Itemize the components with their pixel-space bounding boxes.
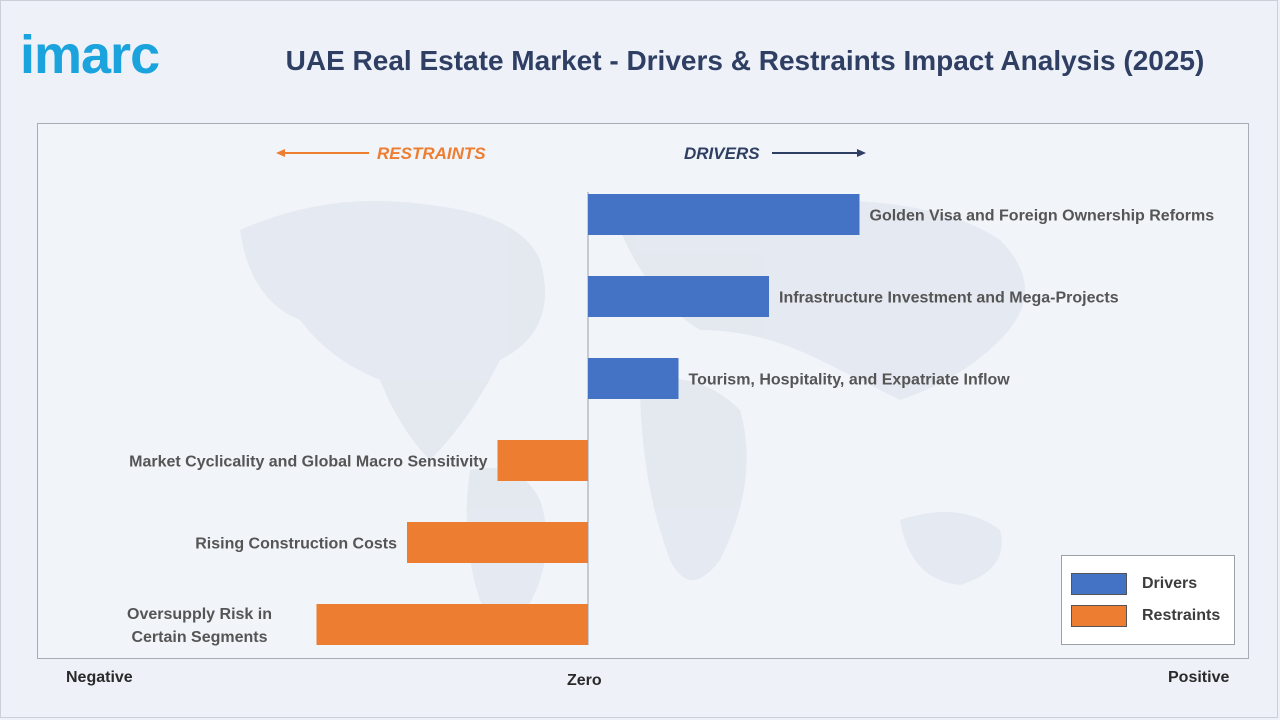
zero-label: Zero [567, 672, 602, 689]
bars-group: Golden Visa and Foreign Ownership Reform… [127, 194, 1214, 646]
drivers-direction-label: DRIVERS [684, 144, 760, 163]
world-map-backdrop [240, 198, 1025, 627]
bar-restraint-6 [316, 604, 588, 645]
restraints-swatch [1071, 605, 1127, 627]
legend: Drivers Restraints [1061, 555, 1235, 645]
category-label-6: Oversupply Risk in Certain Segments [127, 606, 272, 646]
bar-driver-2 [588, 276, 769, 317]
category-label-4: Market Cyclicality and Global Macro Sens… [129, 454, 487, 471]
drivers-arrowhead-icon [857, 149, 866, 157]
bar-restraint-4 [497, 440, 588, 481]
restraints-direction-label: RESTRAINTS [377, 144, 486, 163]
bar-driver-1 [588, 194, 860, 235]
bar-driver-3 [588, 358, 679, 399]
legend-label-restraints: Restraints [1142, 607, 1221, 624]
direction-indicators: RESTRAINTS DRIVERS [276, 144, 866, 163]
page-title: UAE Real Estate Market - Drivers & Restr… [285, 45, 1205, 76]
legend-label-drivers: Drivers [1142, 575, 1198, 592]
drivers-swatch [1071, 573, 1127, 595]
positive-label: Positive [1168, 669, 1230, 686]
restraints-arrowhead-icon [276, 149, 285, 157]
bar-restraint-5 [407, 522, 588, 563]
category-label-3: Tourism, Hospitality, and Expatriate Inf… [689, 372, 1011, 389]
category-label-2: Infrastructure Investment and Mega-Proje… [779, 290, 1119, 307]
imarc-logo: imarc [20, 25, 160, 85]
category-label-5: Rising Construction Costs [195, 536, 397, 553]
negative-label: Negative [66, 669, 133, 686]
category-label-1: Golden Visa and Foreign Ownership Reform… [870, 208, 1215, 225]
